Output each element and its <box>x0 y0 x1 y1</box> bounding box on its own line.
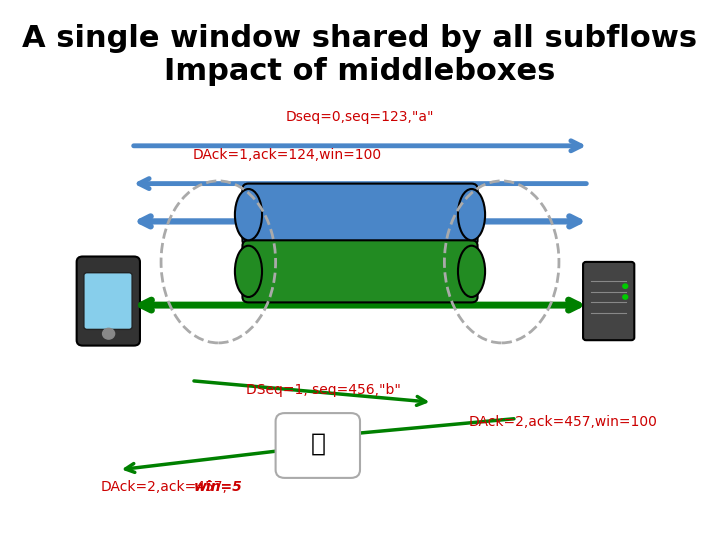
FancyBboxPatch shape <box>84 273 132 329</box>
Circle shape <box>623 284 628 288</box>
Text: DSeq=1, seq=456,"b": DSeq=1, seq=456,"b" <box>246 383 401 397</box>
Text: 🏃: 🏃 <box>310 432 325 456</box>
Text: Impact of middleboxes: Impact of middleboxes <box>164 57 556 86</box>
FancyBboxPatch shape <box>276 413 360 478</box>
Text: Dseq=0,seq=123,"a": Dseq=0,seq=123,"a" <box>286 110 434 124</box>
Ellipse shape <box>235 246 262 297</box>
Text: DAck=2,ack=457,: DAck=2,ack=457, <box>101 480 228 494</box>
Ellipse shape <box>458 246 485 297</box>
Text: DAck=2,ack=457,win=100: DAck=2,ack=457,win=100 <box>469 415 657 429</box>
Text: win=5: win=5 <box>194 480 243 494</box>
FancyBboxPatch shape <box>243 240 477 302</box>
FancyBboxPatch shape <box>76 256 140 346</box>
Ellipse shape <box>458 189 485 240</box>
FancyBboxPatch shape <box>243 184 477 246</box>
Circle shape <box>102 328 114 339</box>
FancyBboxPatch shape <box>583 262 634 340</box>
Text: A single window shared by all subflows: A single window shared by all subflows <box>22 24 698 53</box>
Ellipse shape <box>235 189 262 240</box>
Circle shape <box>623 295 628 299</box>
Text: DAck=1,ack=124,win=100: DAck=1,ack=124,win=100 <box>193 148 382 162</box>
